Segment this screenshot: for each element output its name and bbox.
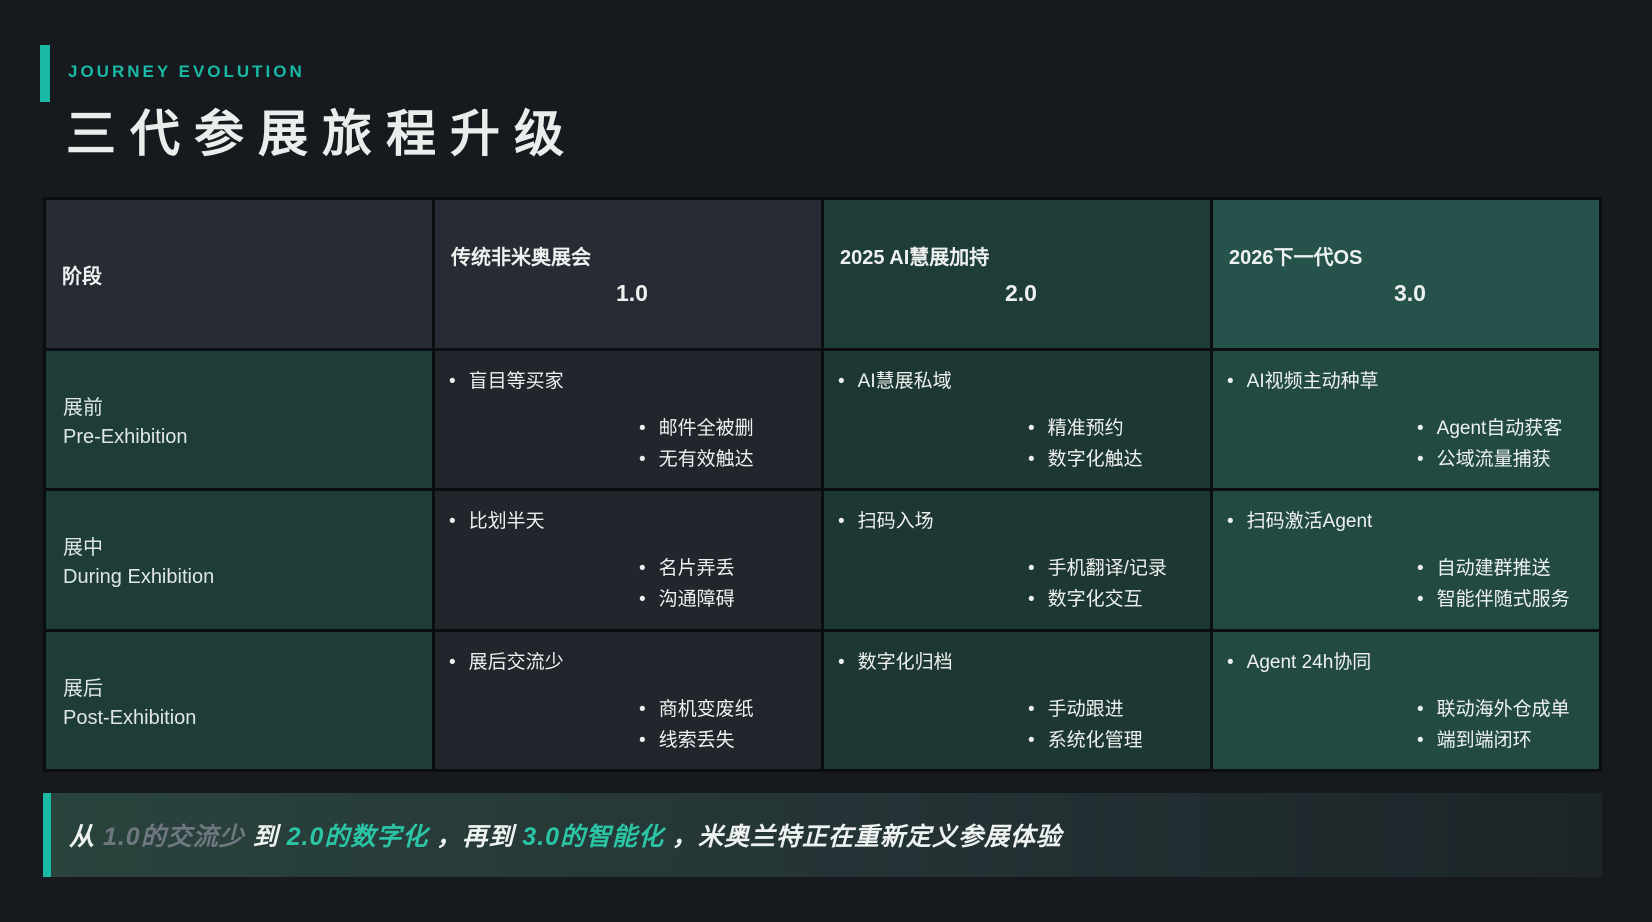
main-bullet: AI慧展私域 [838, 367, 1200, 397]
sub-bullets: 邮件全被删 无有效触达 [639, 413, 811, 475]
main-bullet: 数字化归档 [838, 648, 1200, 678]
sub-bullet: 手机翻译/记录 [1028, 553, 1200, 584]
sub-bullet: 名片弄丢 [639, 553, 811, 584]
sub-bullet: 邮件全被删 [639, 413, 811, 444]
stage-header-label: 阶段 [62, 265, 102, 288]
cell-during-exhibition-2-0: 扫码入场 手机翻译/记录 数字化交互 [824, 491, 1210, 629]
sub-bullets: 联动海外仓成单 端到端闭环 [1417, 694, 1589, 756]
sub-bullet: 端到端闭环 [1417, 725, 1589, 756]
stage-label-zh: 展中 [63, 537, 103, 559]
summary-segment-1-0: 1.0的交流少 [102, 823, 245, 851]
sub-bullets: 名片弄丢 沟通障碍 [639, 553, 811, 615]
sub-bullet: 智能伴随式服务 [1417, 584, 1589, 615]
cell-during-exhibition-1-0: 比划半天 名片弄丢 沟通障碍 [435, 491, 821, 629]
column-version: 1.0 [616, 280, 648, 306]
sub-bullet: 精准预约 [1028, 413, 1200, 444]
sub-bullet: 线索丢失 [639, 725, 811, 756]
title-accent-bar [40, 45, 50, 102]
sub-bullet: 公域流量捕获 [1417, 444, 1589, 475]
cell-post-exhibition-3-0: Agent 24h协同 联动海外仓成单 端到端闭环 [1213, 632, 1599, 769]
column-version: 2.0 [1005, 280, 1037, 306]
main-bullet: AI视频主动种草 [1227, 367, 1589, 397]
sub-bullets: Agent自动获客 公域流量捕获 [1417, 413, 1589, 475]
sub-bullet: 沟通障碍 [639, 584, 811, 615]
stage-label-en: During Exhibition [63, 566, 215, 588]
sub-bullet: 系统化管理 [1028, 725, 1200, 756]
summary-segment: 从 [69, 823, 103, 851]
sub-bullet: 数字化交互 [1028, 584, 1200, 615]
stage-label-en: Pre-Exhibition [63, 425, 188, 448]
sub-bullet: 数字化触达 [1028, 444, 1200, 475]
summary-bar: 从 1.0的交流少 到 2.0的数字化 ，再到 3.0的智能化 ，米奥兰特正在重… [43, 793, 1602, 877]
sub-bullet: 商机变废纸 [639, 694, 811, 725]
summary-segment: 到 [252, 823, 287, 851]
summary-segment: ，米奥兰特正在重新定义参展体验 [672, 823, 1063, 851]
stage-cell-pre-exhibition: 展前 Pre-Exhibition [46, 351, 432, 488]
cell-post-exhibition-1-0: 展后交流少 商机变废纸 线索丢失 [435, 632, 821, 769]
sub-bullets: 精准预约 数字化触达 [1028, 413, 1200, 475]
table-header-generation-1: 传统非米奥展会 1.0 [435, 200, 821, 348]
sub-bullets: 手动跟进 系统化管理 [1028, 694, 1200, 756]
column-name: 传统非米奥展会 [451, 247, 591, 269]
summary-segment: ，再到 [436, 823, 523, 851]
column-name: 2026下一代OS [1229, 247, 1363, 269]
main-bullet: 扫码激活Agent [1227, 507, 1589, 537]
sub-bullets: 手机翻译/记录 数字化交互 [1028, 553, 1200, 615]
summary-segment-3-0: 3.0的智能化 [522, 823, 665, 851]
column-version: 3.0 [1394, 280, 1426, 306]
stage-cell-post-exhibition: 展后 Post-Exhibition [46, 632, 432, 769]
eyebrow-label: JOURNEY EVOLUTION [68, 62, 305, 81]
cell-post-exhibition-2-0: 数字化归档 手动跟进 系统化管理 [824, 632, 1210, 769]
main-bullet: 展后交流少 [449, 648, 811, 678]
table-header-stage: 阶段 [46, 200, 432, 348]
stage-label-zh: 展前 [63, 396, 103, 419]
stage-cell-during-exhibition: 展中 During Exhibition [46, 491, 432, 629]
table-header-generation-3: 2026下一代OS 3.0 [1213, 200, 1599, 348]
page-title: 三代参展旅程升级 [66, 106, 578, 162]
sub-bullets: 商机变废纸 线索丢失 [639, 694, 811, 756]
main-bullet: Agent 24h协同 [1227, 648, 1589, 678]
sub-bullet: 无有效触达 [639, 444, 811, 475]
sub-bullet: 自动建群推送 [1417, 553, 1589, 584]
stage-label-zh: 展后 [63, 677, 103, 700]
summary-text: 从 1.0的交流少 到 2.0的数字化 ，再到 3.0的智能化 ，米奥兰特正在重… [69, 817, 1062, 853]
sub-bullets: 自动建群推送 智能伴随式服务 [1417, 553, 1589, 615]
journey-comparison-table: 阶段 传统非米奥展会 1.0 2025 AI慧展加持 2.0 2026下一代OS… [43, 197, 1602, 772]
sub-bullet: 手动跟进 [1028, 694, 1200, 725]
main-bullet: 比划半天 [449, 507, 811, 537]
stage-label-en: Post-Exhibition [63, 706, 197, 729]
sub-bullet: 联动海外仓成单 [1417, 694, 1589, 725]
cell-pre-exhibition-2-0: AI慧展私域 精准预约 数字化触达 [824, 351, 1210, 488]
cell-during-exhibition-3-0: 扫码激活Agent 自动建群推送 智能伴随式服务 [1213, 491, 1599, 629]
summary-segment-2-0: 2.0的数字化 [286, 823, 429, 851]
main-bullet: 扫码入场 [838, 507, 1200, 537]
main-bullet: 盲目等买家 [449, 367, 811, 397]
cell-pre-exhibition-3-0: AI视频主动种草 Agent自动获客 公域流量捕获 [1213, 351, 1599, 488]
cell-pre-exhibition-1-0: 盲目等买家 邮件全被删 无有效触达 [435, 351, 821, 488]
column-name: 2025 AI慧展加持 [840, 247, 990, 269]
sub-bullet: Agent自动获客 [1417, 413, 1589, 444]
table-header-generation-2: 2025 AI慧展加持 2.0 [824, 200, 1210, 348]
